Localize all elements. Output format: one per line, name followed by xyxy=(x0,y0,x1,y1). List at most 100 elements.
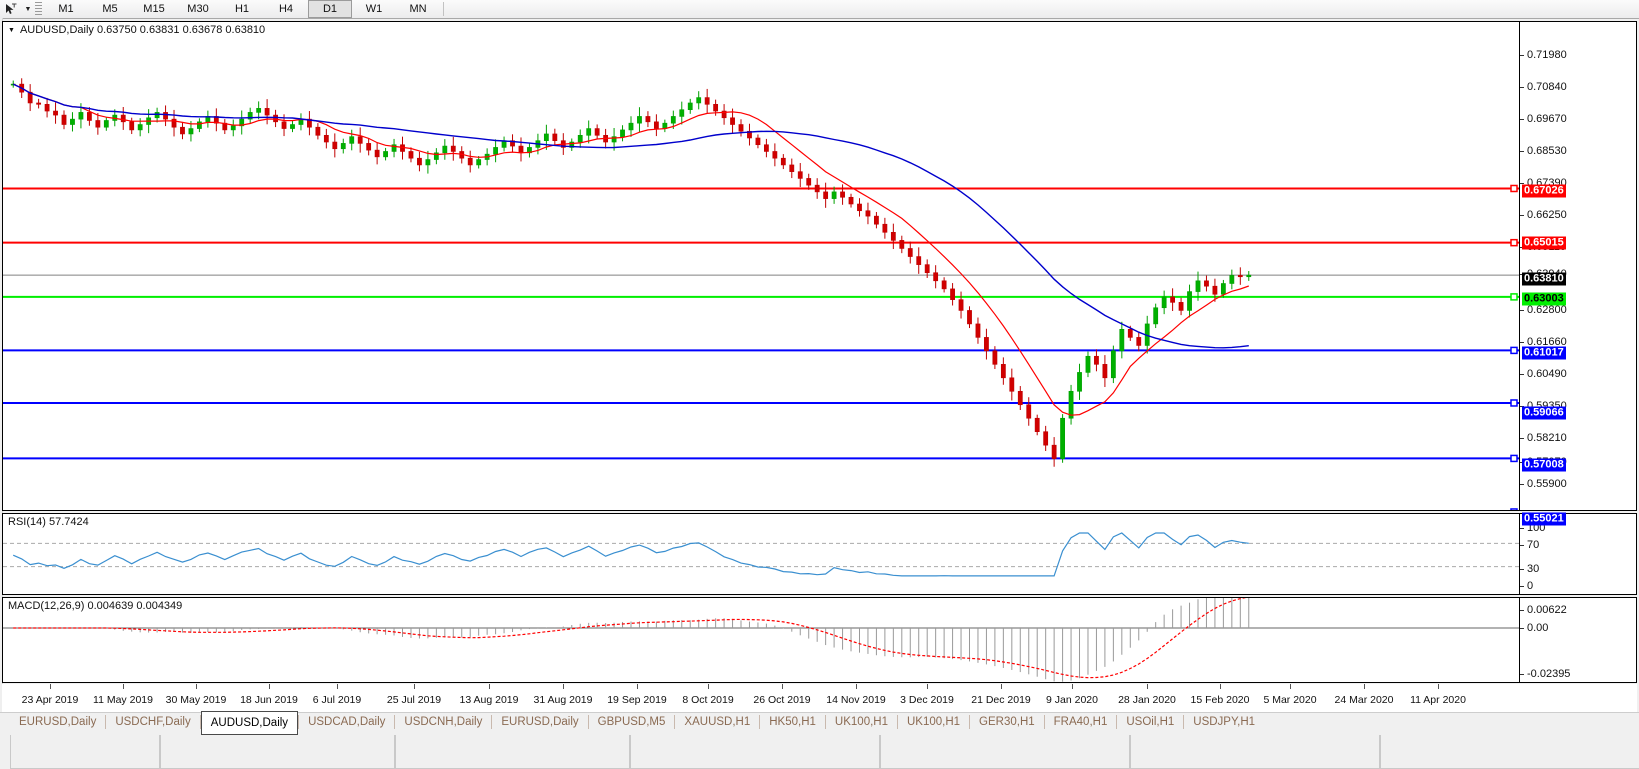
tab-divider xyxy=(394,715,396,729)
chart-tab-xauusd-h1[interactable]: XAUUSD,H1 xyxy=(684,716,751,728)
timeframe-button-group: M1 M5 M15 M30 H1 H4 D1 W1 MN xyxy=(44,0,440,18)
price-axis-tick xyxy=(1520,151,1524,152)
date-axis-tick xyxy=(1001,684,1002,689)
price-axis-label: 0.62800 xyxy=(1527,304,1567,316)
chart-tab-uk100-h1[interactable]: UK100,H1 xyxy=(906,716,961,728)
date-axis-label: 19 Sep 2019 xyxy=(607,694,667,706)
macd-histogram-series xyxy=(3,598,1519,682)
chevron-down-icon[interactable]: ▼ xyxy=(24,5,32,13)
date-axis-label: 11 Apr 2020 xyxy=(1410,694,1466,706)
toolbar-grip[interactable] xyxy=(35,2,42,16)
rsi-axis-label: 70 xyxy=(1527,539,1540,551)
rsi-indicator-pane[interactable]: RSI(14) 57.7424 100 70 30 0 xyxy=(2,513,1637,595)
current-price-tag[interactable]: 0.63810 xyxy=(1522,272,1566,286)
timeframe-button-m1[interactable]: M1 xyxy=(58,3,74,15)
timeframe-button-m5[interactable]: M5 xyxy=(102,3,118,15)
timeframe-toolbar: ▼ M1 M5 M15 M30 H1 H4 D1 W1 MN xyxy=(0,0,1639,19)
timeframe-button-mn[interactable]: MN xyxy=(409,3,427,15)
price-level-tag[interactable]: 0.65015 xyxy=(1522,236,1566,250)
price-level-tag[interactable]: 0.57008 xyxy=(1522,458,1566,472)
date-axis-tick xyxy=(414,684,415,689)
date-axis-tick xyxy=(1364,684,1365,689)
tab-panel-segment xyxy=(10,735,160,769)
chart-tab-uk100-h1[interactable]: UK100,H1 xyxy=(834,716,888,728)
date-axis-label: 14 Nov 2019 xyxy=(826,694,886,706)
timeframe-button-m30[interactable]: M30 xyxy=(187,3,209,15)
rsi-line-series xyxy=(3,532,1519,577)
date-axis-label: 15 Feb 2020 xyxy=(1190,694,1250,706)
price-level-tag[interactable]: 0.61017 xyxy=(1522,346,1566,360)
price-axis[interactable]: 0.71980 0.70840 0.69670 0.68530 0.67390 0.662… xyxy=(1519,22,1636,526)
chart-tabs: EURUSD,Daily USDCHF,Daily AUDUSD,Daily USDC… xyxy=(10,711,1264,737)
date-axis-tick xyxy=(1438,684,1439,689)
chart-tab-usdchf-daily[interactable]: USDCHF,Daily xyxy=(115,716,191,728)
date-axis-tick xyxy=(50,684,51,689)
price-axis-tick xyxy=(1520,438,1524,439)
date-axis-tick xyxy=(782,684,783,689)
macd-axis-tick xyxy=(1520,610,1524,611)
chart-tab-gbpusd-m5[interactable]: GBPUSD,M5 xyxy=(597,716,666,728)
chart-tab-eurusd-daily[interactable]: EURUSD,Daily xyxy=(19,716,97,728)
chart-tab-fra40-h1[interactable]: FRA40,H1 xyxy=(1053,716,1108,728)
price-level-tag[interactable]: 0.63003 xyxy=(1522,292,1566,306)
price-axis-label: 0.66250 xyxy=(1527,209,1567,221)
tab-divider xyxy=(896,715,898,729)
tab-panel-segment xyxy=(160,735,395,769)
tab-divider xyxy=(1043,715,1045,729)
date-axis-tick xyxy=(196,684,197,689)
rsi-header: RSI(14) 57.7424 xyxy=(8,516,89,528)
price-chart-pane[interactable]: ▼ AUDUSD,Daily 0.63750 0.63831 0.63678 0… xyxy=(2,21,1637,526)
chart-tab-usoil-h1[interactable]: USOil,H1 xyxy=(1126,716,1175,728)
date-axis-label: 13 Aug 2019 xyxy=(459,694,519,706)
macd-indicator-pane[interactable]: MACD(12,26,9) 0.004639 0.004349 0.00622 0… xyxy=(2,597,1637,683)
chart-tab-ger30-h1[interactable]: GER30,H1 xyxy=(979,716,1035,728)
timeframe-button-w1[interactable]: W1 xyxy=(365,3,383,15)
date-axis-tick xyxy=(123,684,124,689)
price-level-tag[interactable]: 0.55021 xyxy=(1522,512,1566,526)
tab-divider xyxy=(674,715,676,729)
chart-tab-usdcnh-daily[interactable]: USDCNH,Daily xyxy=(404,716,483,728)
rsi-axis-tick xyxy=(1520,569,1524,570)
chart-tab-bar: EURUSD,Daily USDCHF,Daily AUDUSD,Daily USDC… xyxy=(0,711,1639,769)
date-axis-label: 31 Aug 2019 xyxy=(533,694,593,706)
date-axis-label: 25 Jul 2019 xyxy=(386,694,442,706)
cursor-crosshair-icon[interactable] xyxy=(0,1,22,17)
timeframe-button-m15[interactable]: M15 xyxy=(143,3,165,15)
price-plot-area[interactable] xyxy=(3,22,1519,510)
timeframe-button-h1[interactable]: H1 xyxy=(234,3,250,15)
date-axis-tick xyxy=(856,684,857,689)
tab-divider xyxy=(587,715,589,729)
chart-tab-usdjpy-h1[interactable]: USDJPY,H1 xyxy=(1193,716,1256,728)
chart-tab-audusd-daily[interactable]: AUDUSD,Daily xyxy=(200,711,299,735)
price-axis-tick xyxy=(1520,342,1524,343)
timeframe-button-h4[interactable]: H4 xyxy=(278,3,294,15)
macd-axis-label: 0.00 xyxy=(1527,622,1549,634)
rsi-axis-tick xyxy=(1520,545,1524,546)
tab-divider xyxy=(491,715,493,729)
rsi-axis-tick xyxy=(1520,528,1524,529)
price-axis-label: 0.58210 xyxy=(1527,432,1567,444)
price-axis-label: 0.70840 xyxy=(1527,81,1567,93)
timeframe-button-d1[interactable]: D1 xyxy=(308,0,352,18)
price-axis-label: 0.60490 xyxy=(1527,368,1567,380)
macd-axis-tick xyxy=(1520,674,1524,675)
date-axis-label: 30 May 2019 xyxy=(165,694,227,706)
rsi-plot-area[interactable] xyxy=(3,514,1519,594)
triangle-down-icon[interactable]: ▼ xyxy=(8,26,15,34)
chart-tab-hk50-h1[interactable]: HK50,H1 xyxy=(769,716,816,728)
date-axis[interactable]: 23 Apr 2019 11 May 2019 30 May 2019 18 Jun … xyxy=(2,684,1637,712)
macd-header: MACD(12,26,9) 0.004639 0.004349 xyxy=(8,600,183,612)
date-axis-label: 9 Jan 2020 xyxy=(1046,694,1098,706)
price-level-tag[interactable]: 0.59066 xyxy=(1522,406,1566,420)
chart-tab-usdcad-daily[interactable]: USDCAD,Daily xyxy=(308,716,386,728)
macd-axis: 0.00622 0.00 -0.02395 xyxy=(1519,598,1636,682)
date-axis-tick xyxy=(1290,684,1291,689)
date-axis-label: 8 Oct 2019 xyxy=(682,694,734,706)
chart-tab-eurusd-daily[interactable]: EURUSD,Daily xyxy=(501,716,579,728)
macd-plot-area[interactable] xyxy=(3,598,1519,682)
price-axis-tick xyxy=(1520,484,1524,485)
rsi-axis-label: 0 xyxy=(1527,580,1534,592)
date-axis-tick xyxy=(927,684,928,689)
price-axis-tick xyxy=(1520,215,1524,216)
price-level-tag[interactable]: 0.67026 xyxy=(1522,184,1566,198)
